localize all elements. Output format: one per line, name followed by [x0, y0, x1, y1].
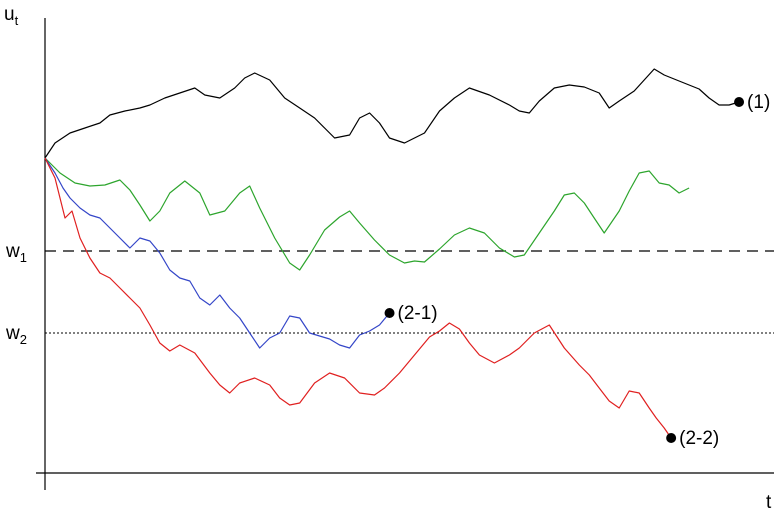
series-line-2 — [44, 157, 690, 271]
threshold-label-subscript-2: 2 — [20, 332, 27, 347]
series-line-1 — [44, 68, 740, 159]
series-group: (1) (2-1) (2-2) — [44, 68, 770, 449]
y-axis-label-main: u — [4, 4, 15, 25]
series-line-4 — [44, 157, 672, 439]
threshold-label-2: w2 — [5, 323, 27, 347]
y-axis-label: ut — [4, 4, 19, 28]
series-endpoint-label-1: (1) — [747, 92, 770, 113]
series-line-3 — [44, 157, 390, 349]
series-endpoint-marker-1 — [734, 97, 745, 107]
labels: ut t — [4, 4, 772, 513]
series-endpoint-marker-3 — [384, 308, 395, 318]
series-endpoint-marker-4 — [666, 433, 677, 443]
y-axis-label-subscript: t — [15, 13, 19, 28]
series-endpoint-label-4: (2-2) — [679, 428, 719, 449]
series-endpoint-label-3: (2-1) — [398, 303, 438, 324]
threshold-label-subscript-1: 1 — [20, 250, 27, 265]
axes — [36, 18, 774, 490]
x-axis-label: t — [766, 492, 772, 513]
threshold-label-1: w1 — [5, 241, 27, 265]
threshold-lines: w1 w2 — [5, 241, 774, 347]
